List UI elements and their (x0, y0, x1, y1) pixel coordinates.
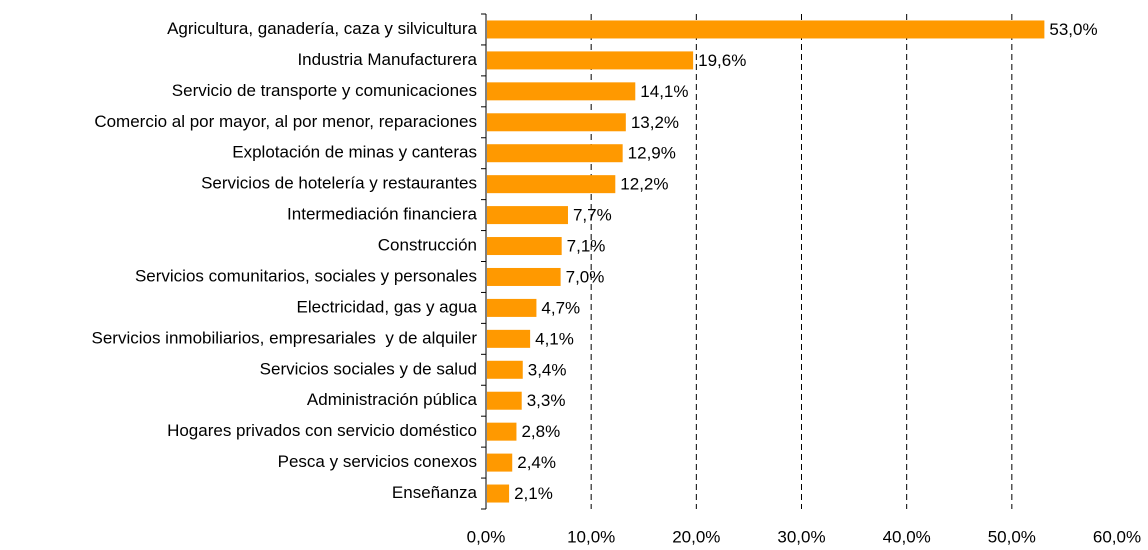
data-label: 7,0% (566, 267, 605, 286)
x-tick-label: 0,0% (467, 527, 506, 546)
y-tick-label: Construcción (378, 236, 477, 255)
bar (487, 267, 561, 286)
bar (487, 298, 537, 317)
bar (487, 206, 568, 225)
data-label: 4,1% (535, 329, 574, 348)
y-tick-label: Electricidad, gas y agua (297, 297, 478, 316)
data-label: 7,7% (573, 206, 612, 225)
data-label: 3,4% (528, 360, 567, 379)
data-label: 19,6% (698, 51, 746, 70)
bar (487, 484, 510, 503)
y-tick-label: Agricultura, ganadería, caza y silvicult… (167, 19, 477, 38)
x-tick-label: 30,0% (777, 527, 825, 546)
x-tick-label: 60,0% (1093, 527, 1141, 546)
data-label: 53,0% (1049, 20, 1097, 39)
x-tick-label: 40,0% (883, 527, 931, 546)
data-label: 12,2% (620, 175, 668, 194)
bar (487, 329, 531, 348)
bar (487, 360, 523, 379)
y-tick-label: Servicios inmobiliarios, empresariales y… (92, 328, 478, 347)
y-tick-label: Servicios de hotelería y restaurantes (201, 174, 477, 193)
y-tick-label: Industria Manufacturera (297, 50, 477, 69)
y-tick-label: Pesca y servicios conexos (278, 452, 477, 471)
bar (487, 113, 626, 132)
y-tick-label: Intermediación financiera (287, 205, 477, 224)
y-tick-label: Enseñanza (392, 483, 478, 502)
x-tick-label: 20,0% (672, 527, 720, 546)
bar (487, 82, 636, 101)
y-tick-label: Servicio de transporte y comunicaciones (172, 81, 477, 100)
data-label: 2,1% (514, 484, 553, 503)
y-tick-label: Administración pública (307, 390, 478, 409)
bar (487, 51, 694, 70)
bar (487, 144, 623, 163)
data-label: 14,1% (640, 82, 688, 101)
bar (487, 20, 1045, 39)
y-tick-label: Comercio al por mayor, al por menor, rep… (94, 112, 477, 131)
bar (487, 237, 562, 256)
data-label: 7,1% (567, 237, 606, 256)
data-label: 13,2% (631, 113, 679, 132)
bar (487, 453, 513, 472)
y-tick-label: Explotación de minas y canteras (232, 143, 477, 162)
x-tick-label: 10,0% (567, 527, 615, 546)
data-label: 4,7% (541, 298, 580, 317)
bar (487, 175, 616, 194)
x-tick-label: 50,0% (988, 527, 1036, 546)
y-tick-label: Servicios comunitarios, sociales y perso… (135, 266, 477, 285)
bar (487, 422, 517, 441)
data-label: 2,8% (521, 422, 560, 441)
y-tick-label: Hogares privados con servicio doméstico (167, 421, 477, 440)
data-label: 2,4% (517, 453, 556, 472)
bar (487, 391, 522, 410)
data-label: 3,3% (527, 391, 566, 410)
y-tick-label: Servicios sociales y de salud (260, 359, 477, 378)
data-label: 12,9% (628, 144, 676, 163)
